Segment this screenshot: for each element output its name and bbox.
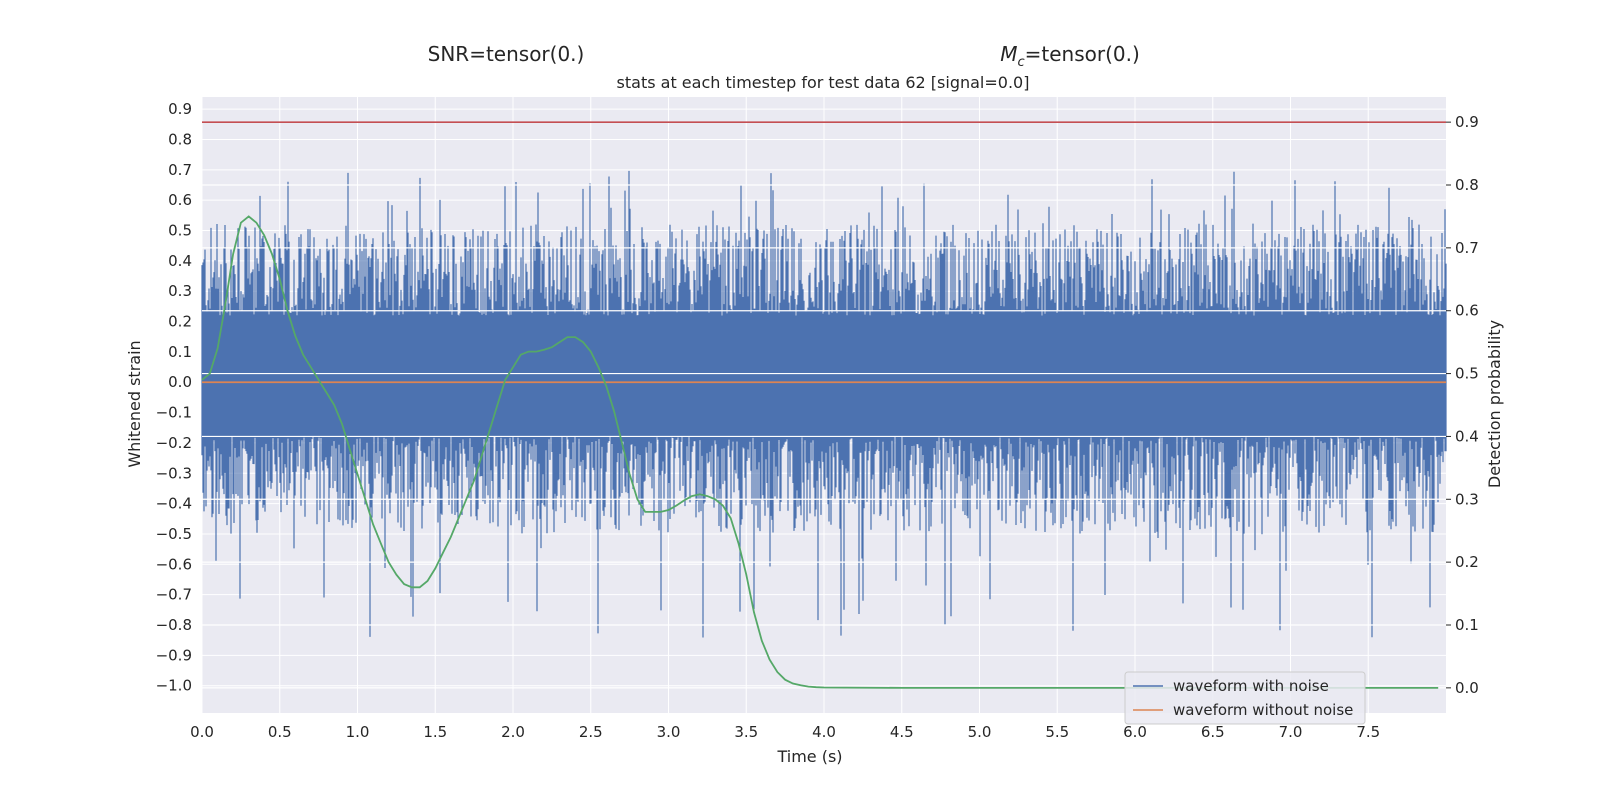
x-tick-label: 7.0	[1279, 723, 1303, 741]
suptitle-chirp-mass: Mc=tensor(0.)	[1000, 42, 1140, 70]
legend-clean-label: waveform without noise	[1173, 701, 1353, 719]
x-tick-label: 4.5	[890, 723, 914, 741]
x-tick-label: 0.5	[268, 723, 292, 741]
legend-noisy-label: waveform with noise	[1173, 677, 1329, 695]
x-tick-label: 1.5	[423, 723, 447, 741]
y-tick-label: −0.2	[156, 434, 192, 452]
right-y-tick-label: 0.3	[1455, 490, 1479, 508]
right-y-tick-label: 0.2	[1455, 553, 1479, 571]
y-tick-label: −0.6	[156, 555, 192, 573]
y-tick-label: 0.8	[168, 130, 192, 148]
right-y-tick-label: 0.5	[1455, 365, 1479, 383]
x-tick-label: 6.5	[1201, 723, 1225, 741]
chart-title: stats at each timestep for test data 62 …	[617, 73, 1030, 92]
y-tick-label: 0.3	[168, 282, 192, 300]
noisy-waveform-series	[201, 170, 1447, 638]
y-tick-label: −0.1	[156, 404, 192, 422]
x-tick-label: 5.0	[968, 723, 992, 741]
x-tick-label: 2.5	[579, 723, 603, 741]
right-y-tick-label: 0.8	[1455, 176, 1479, 194]
y-tick-label: −0.3	[156, 464, 192, 482]
y-axis-label: Whitened strain	[125, 340, 144, 467]
y-tick-label: −0.7	[156, 586, 192, 604]
y-tick-label: 0.0	[168, 373, 192, 391]
right-y-tick-label: 0.0	[1455, 679, 1479, 697]
right-y-tick-label: 0.6	[1455, 302, 1479, 320]
right-y-tick-label: 0.9	[1455, 113, 1479, 131]
right-y-tick-label: 0.1	[1455, 616, 1479, 634]
x-tick-label: 3.5	[734, 723, 758, 741]
x-tick-label: 5.5	[1045, 723, 1069, 741]
y-tick-label: −0.4	[156, 495, 192, 513]
y-tick-label: −0.9	[156, 646, 192, 664]
x-tick-label: 6.0	[1123, 723, 1147, 741]
noisy-waveform-core	[202, 315, 1446, 437]
y-tick-label: 0.4	[168, 252, 192, 270]
right-y-tick-label: 0.7	[1455, 239, 1479, 257]
y-tick-label: 0.1	[168, 343, 192, 361]
y-tick-label: 0.5	[168, 222, 192, 240]
y-tick-label: 0.6	[168, 191, 192, 209]
x-tick-label: 1.0	[346, 723, 370, 741]
suptitle-snr: SNR=tensor(0.)	[428, 42, 585, 66]
y-tick-label: −1.0	[156, 677, 192, 695]
legend-box	[1124, 671, 1366, 725]
y-axis-right-label: Detection probability	[1485, 320, 1504, 488]
x-tick-label: 0.0	[190, 723, 214, 741]
detection-probability-line	[201, 215, 1439, 689]
y-tick-label: −0.8	[156, 616, 192, 634]
y-tick-label: 0.7	[168, 161, 192, 179]
x-tick-label: 3.0	[657, 723, 681, 741]
x-axis-label: Time (s)	[776, 747, 842, 766]
x-tick-label: 4.0	[812, 723, 836, 741]
right-y-tick-label: 0.4	[1455, 427, 1479, 445]
x-tick-label: 2.0	[501, 723, 525, 741]
y-tick-label: 0.9	[168, 100, 192, 118]
y-tick-label: 0.2	[168, 313, 192, 331]
y-tick-label: −0.5	[156, 525, 192, 543]
x-tick-label: 7.5	[1356, 723, 1380, 741]
legend: waveform with noise waveform without noi…	[1124, 671, 1366, 725]
